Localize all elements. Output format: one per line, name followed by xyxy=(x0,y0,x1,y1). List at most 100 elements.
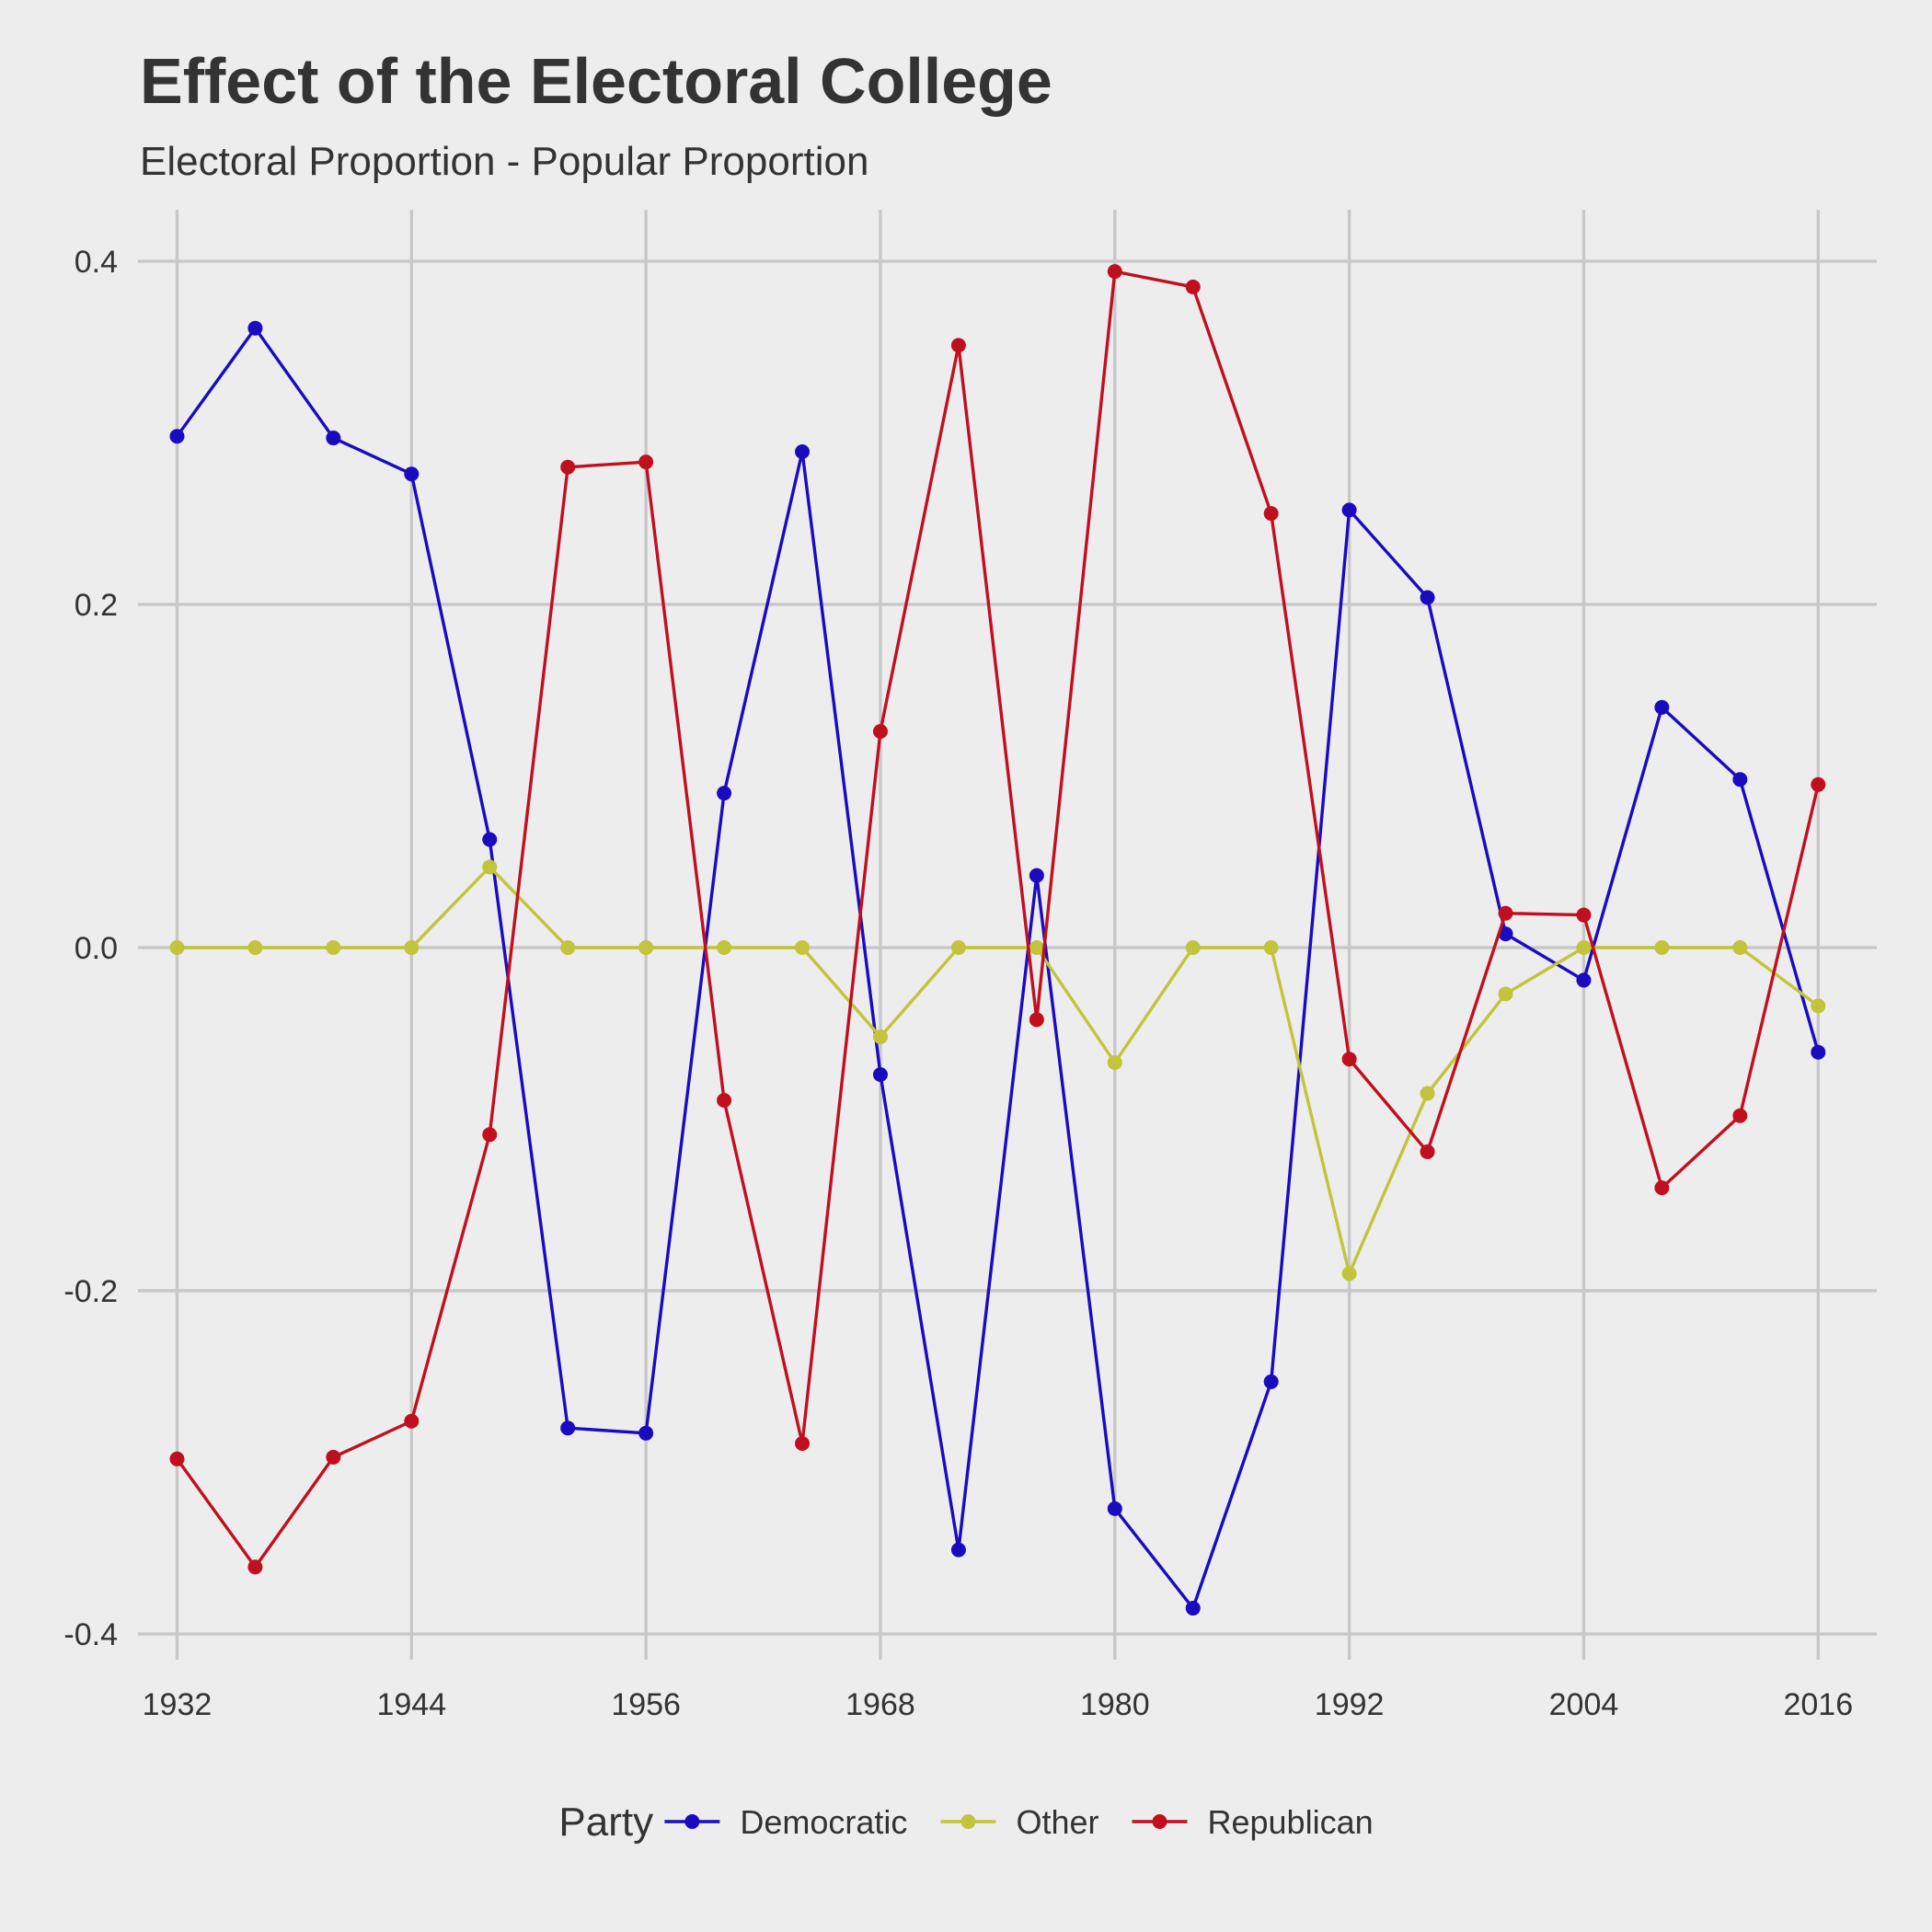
data-point xyxy=(1732,939,1748,955)
data-point xyxy=(1811,776,1826,792)
data-point xyxy=(247,1559,263,1575)
legend-label: Other xyxy=(1016,1803,1098,1841)
data-point xyxy=(1576,907,1592,923)
data-point xyxy=(1107,1501,1122,1516)
data-point xyxy=(1576,939,1592,955)
data-point xyxy=(1185,1601,1201,1616)
data-point xyxy=(1185,279,1201,294)
data-point xyxy=(247,939,263,955)
data-point xyxy=(404,939,420,955)
axis-tick-labels: 1932 1944 1956 1968 1980 1992 2004 2016 -0.4 -0.2… xyxy=(63,245,1853,1722)
x-tick-label: 1956 xyxy=(611,1687,681,1722)
data-point xyxy=(1420,590,1435,605)
chart-title: Effect of the Electoral College xyxy=(140,45,1052,117)
data-point xyxy=(404,1413,420,1429)
legend-key-point xyxy=(1152,1814,1167,1829)
gridlines xyxy=(138,210,1877,1660)
data-point xyxy=(1029,868,1044,883)
data-point xyxy=(1811,1044,1826,1060)
data-point xyxy=(169,939,185,955)
series-line xyxy=(176,326,1820,1610)
data-point xyxy=(1107,264,1122,280)
data-point xyxy=(795,1435,811,1451)
data-point xyxy=(560,939,576,955)
legend-key-point xyxy=(684,1814,700,1829)
series-line xyxy=(177,865,1820,1276)
legend-key-point xyxy=(960,1814,976,1829)
series-lines xyxy=(169,264,1826,1616)
data-point xyxy=(872,723,888,739)
legend-item-republican: Republican xyxy=(1132,1803,1374,1841)
data-point xyxy=(560,1420,576,1436)
data-point xyxy=(717,939,732,955)
legend: Party Democratic Other Republican xyxy=(558,1800,1373,1845)
data-point xyxy=(1654,939,1670,955)
data-point xyxy=(950,338,966,353)
data-point xyxy=(169,1451,185,1466)
data-point xyxy=(169,429,185,444)
data-point xyxy=(1341,1266,1357,1282)
data-point xyxy=(247,320,263,336)
y-tick-label: -0.2 xyxy=(63,1274,118,1309)
x-tick-label: 1932 xyxy=(143,1687,213,1722)
data-point xyxy=(1029,939,1044,955)
data-point xyxy=(560,459,576,475)
legend-item-other: Other xyxy=(940,1803,1098,1841)
data-point xyxy=(1185,939,1201,955)
data-point xyxy=(326,1449,341,1465)
y-tick-label: 0.2 xyxy=(75,588,118,623)
data-point xyxy=(1263,939,1279,955)
x-tick-label: 2016 xyxy=(1783,1687,1853,1722)
data-point xyxy=(1811,998,1826,1014)
y-tick-label: 0.0 xyxy=(75,931,118,966)
data-point xyxy=(1107,1054,1122,1070)
data-point xyxy=(1341,1052,1357,1067)
data-point xyxy=(717,1092,732,1108)
data-point xyxy=(1341,502,1357,518)
legend-label: Democratic xyxy=(740,1803,907,1841)
series-democratic xyxy=(169,320,1826,1616)
data-point xyxy=(326,431,341,446)
chart-subtitle: Electoral Proportion - Popular Proportio… xyxy=(140,139,868,184)
data-point xyxy=(1420,1086,1435,1101)
data-point xyxy=(1732,772,1748,788)
data-point xyxy=(482,832,498,847)
data-point xyxy=(638,939,654,955)
x-tick-label: 1944 xyxy=(376,1687,446,1722)
legend-item-democratic: Democratic xyxy=(664,1803,907,1841)
x-tick-label: 1980 xyxy=(1080,1687,1150,1722)
y-tick-label: 0.4 xyxy=(75,245,118,280)
data-point xyxy=(872,1029,888,1044)
data-point xyxy=(1263,1374,1279,1389)
x-tick-label: 1968 xyxy=(845,1687,915,1722)
y-tick-label: -0.4 xyxy=(63,1617,118,1652)
data-point xyxy=(1732,1108,1748,1123)
series-line xyxy=(176,270,1820,1569)
series-republican xyxy=(169,264,1826,1575)
data-point xyxy=(1654,1180,1670,1196)
legend-title: Party xyxy=(558,1800,653,1845)
data-point xyxy=(482,859,498,875)
data-point xyxy=(950,1542,966,1558)
data-point xyxy=(326,939,341,955)
x-tick-label: 2004 xyxy=(1549,1687,1619,1722)
data-point xyxy=(482,1127,498,1143)
data-point xyxy=(950,939,966,955)
legend-label: Republican xyxy=(1207,1803,1373,1841)
data-point xyxy=(1420,1144,1435,1159)
data-point xyxy=(1654,699,1670,715)
data-point xyxy=(638,1425,654,1441)
data-point xyxy=(1498,905,1513,921)
data-point xyxy=(1576,972,1592,988)
data-point xyxy=(1498,986,1513,1002)
data-point xyxy=(1263,506,1279,522)
data-point xyxy=(795,939,811,955)
data-point xyxy=(1498,926,1513,942)
data-point xyxy=(1029,1012,1044,1028)
x-tick-label: 1992 xyxy=(1315,1687,1385,1722)
data-point xyxy=(404,466,420,482)
data-point xyxy=(872,1067,888,1083)
series-other xyxy=(169,859,1826,1282)
